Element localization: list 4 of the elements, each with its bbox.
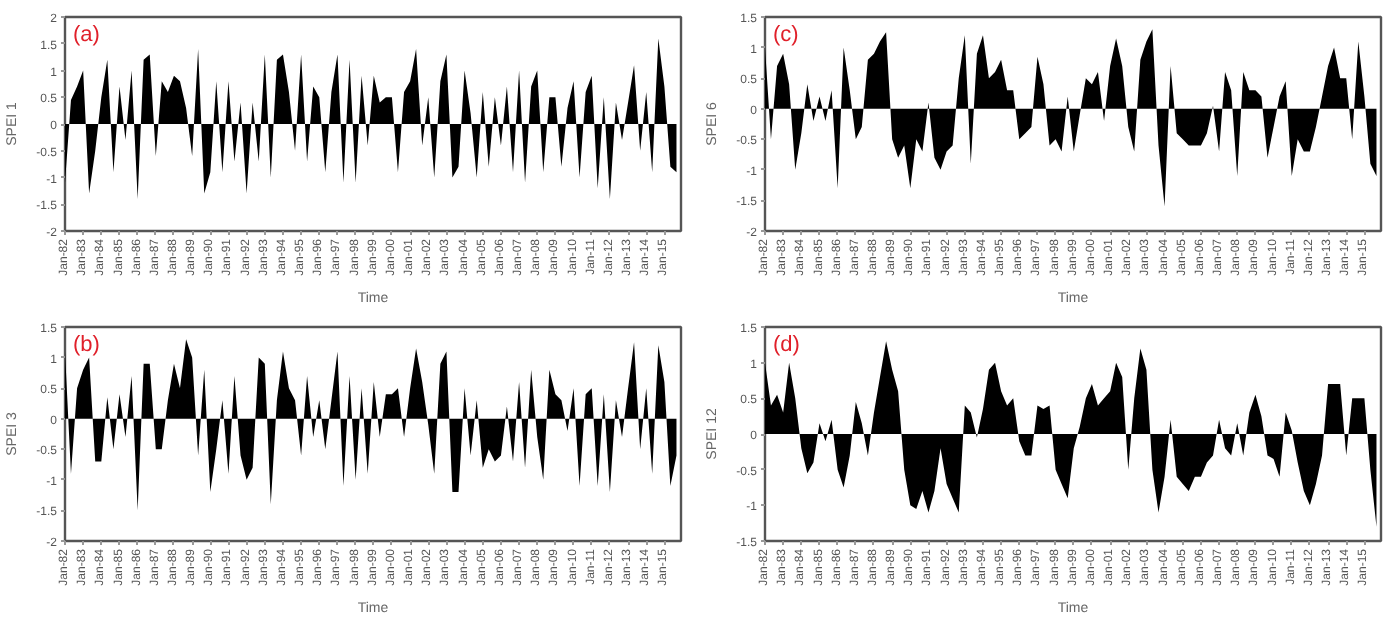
annotation: (a) bbox=[73, 23, 100, 47]
annotation: (d) bbox=[773, 333, 800, 357]
annotation: (b) bbox=[73, 333, 100, 357]
annotation: (c) bbox=[773, 23, 799, 47]
